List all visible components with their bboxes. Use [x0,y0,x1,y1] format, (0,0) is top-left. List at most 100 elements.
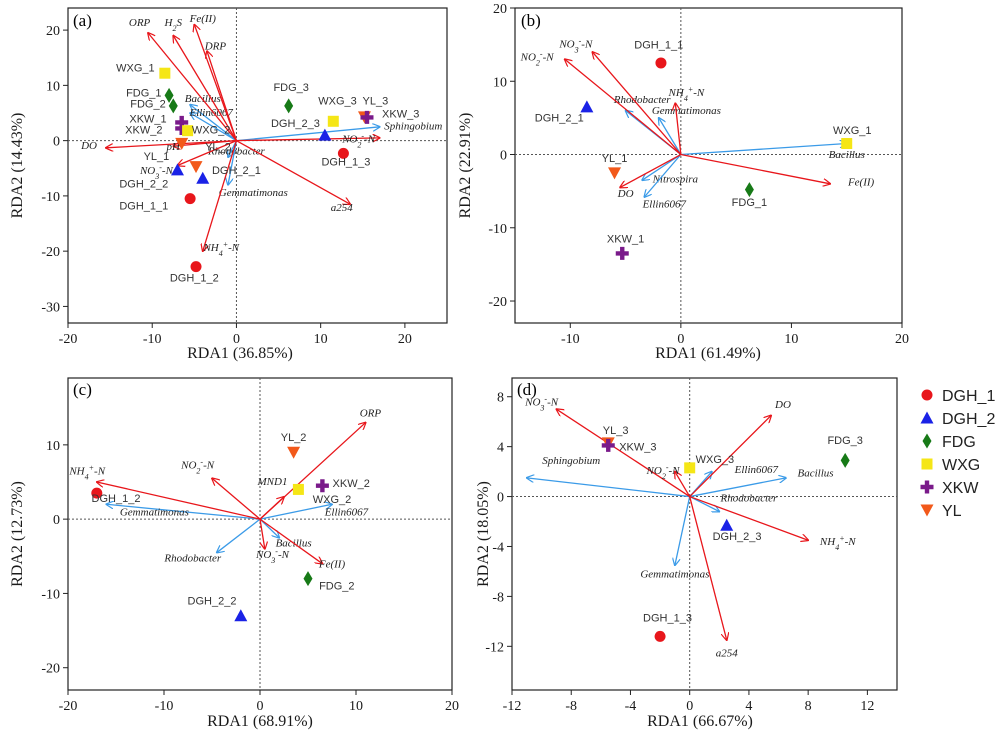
y-axis-title: RDA2 (22.91%) [457,113,474,219]
env-var-label: NO2--N [180,457,215,475]
y-tick-label: -20 [41,662,60,677]
site-point [175,137,189,150]
site-label: WXG_3 [696,454,735,466]
x-tick-label: -12 [503,699,522,714]
site-point [840,452,850,468]
site-point [655,57,667,69]
site-label: DGH_1_2 [170,273,219,285]
site-point [360,110,374,124]
species-label: Rhodobacter [163,552,222,564]
y-axis-title: RDA2 (14.43%) [9,113,26,219]
site-point [189,161,203,174]
y-tick-label: -12 [485,640,504,655]
env-var-label: DRP [204,40,227,52]
site-label: WXG_2 [192,124,231,136]
species-label: Ellin6067 [642,198,687,210]
site-point [234,609,248,622]
site-label: DGH_1_2 [92,493,141,505]
site-label: XKW_3 [382,108,419,120]
site-point [284,98,294,114]
y-tick-label: 4 [497,441,504,456]
site-label: YL_1 [144,151,170,163]
site-label: YL_3 [603,425,629,437]
site-point [303,571,313,587]
site-point [287,446,301,459]
rda-panel-0: -20 -10 0 10 20 -30 -20 -10 0 10 20 RDA1 (36.85%) RD… [9,7,448,362]
env-var-label: pH [166,141,182,153]
env-arrow [259,518,322,564]
env-var-label: ORP [129,17,151,29]
site-point [580,100,594,113]
env-var-label: NO2--N [646,463,681,481]
env-var-label: MND1 [257,476,288,488]
env-var-label: H2S [164,17,183,32]
y-tick-label: -10 [41,587,60,602]
site-label: XKW_1 [607,233,644,245]
rda-panel-1: -10 0 10 20 -20 -10 0 10 20 RDA1 (61.49%) RDA2 (22… [457,2,909,362]
site-label: WXG_1 [116,63,155,75]
env-var-label: NO3--N [255,546,290,564]
panel-label: (a) [73,11,92,30]
legend: DGH_1 DGH_2 FDG WXG XKW YL [920,388,995,520]
env-arrow [680,153,830,184]
x-tick-label: 12 [860,699,874,714]
legend-item: FDG [922,433,976,451]
env-var-label: DO [617,188,634,200]
legend-item: DGH_2 [920,411,995,428]
env-var-label: Fe(II) [189,13,217,25]
site-point [654,630,666,642]
site-point [182,125,194,137]
env-var-label: a254 [331,202,354,214]
site-point [601,438,615,452]
legend-marker [921,458,933,470]
species-label: Gemmatimonas [640,569,709,581]
y-tick-label: -30 [41,300,60,315]
site-label: YL_2 [205,142,231,154]
x-axis-title: RDA1 (61.49%) [655,345,761,362]
x-tick-label: 10 [314,332,328,347]
env-var-label: NO3--N [558,36,593,54]
site-label: XKW_2 [333,478,370,490]
site-label: DGH_1_1 [119,201,168,213]
x-tick-label: -4 [625,699,637,714]
x-tick-label: 0 [686,699,693,714]
panel-label: (d) [517,380,537,399]
site-label: XKW_2 [125,124,162,136]
legend-label: YL [942,503,962,520]
site-point [164,87,174,103]
env-arrow [212,478,261,520]
env-var-label: a254 [716,647,739,659]
env-arrow [675,472,691,497]
site-label: FDG_1 [126,87,161,99]
x-tick-label: -10 [143,332,162,347]
y-tick-label: -4 [492,540,504,555]
species-label: Rhodobacter [720,493,779,505]
site-label: DGH_2_3 [271,118,320,130]
env-arrow [565,59,682,156]
env-arrow [177,140,237,166]
env-arrow [675,103,682,155]
y-tick-label: 0 [53,513,60,528]
species-arrow [217,518,261,552]
env-var-label: NH4+-N [668,84,705,102]
env-arrow [236,140,350,205]
species-arrow [675,496,691,566]
site-label: DGH_2_1 [212,165,261,177]
species-label: Sphingobium [542,455,600,467]
site-point [175,121,189,135]
site-label: DGH_2_2 [188,596,237,608]
env-var-label: NO2--N [341,131,376,149]
site-label: XKW_1 [129,113,166,125]
y-tick-label: -20 [488,295,507,310]
x-tick-label: -10 [155,699,174,714]
legend-marker [920,480,934,494]
x-tick-label: 20 [398,332,412,347]
env-arrow [236,138,379,141]
site-label: DGH_2_1 [535,113,584,125]
site-point [744,182,754,198]
x-tick-label: -20 [59,332,78,347]
site-point [196,171,210,184]
x-axis-title: RDA1 (36.85%) [187,345,293,362]
legend-marker [922,433,932,449]
site-point [841,138,853,150]
